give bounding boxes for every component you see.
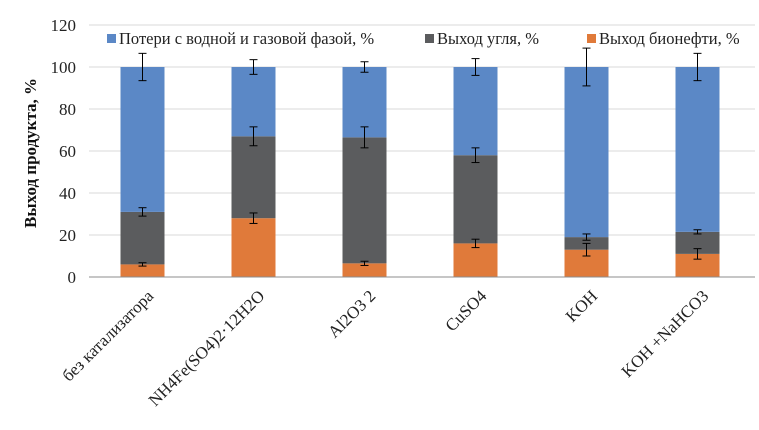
gridlines <box>89 24 755 236</box>
legend-swatch <box>107 34 116 43</box>
bar-segment <box>675 231 720 254</box>
x-tick-label: KOH +NaHCO3 <box>618 286 713 381</box>
x-tick-label: без катализатора <box>59 286 158 385</box>
bar-segment <box>453 67 498 156</box>
legend-label: Выход бионефти, % <box>599 29 740 48</box>
y-tick-label: 60 <box>59 142 76 161</box>
legend-swatch <box>425 34 434 43</box>
legend-label: Выход угля, % <box>437 29 539 48</box>
x-tick-label: NH4Fe(SO4)2·12H2O <box>145 286 269 410</box>
bar-segment <box>120 67 165 212</box>
bar-segment <box>453 155 498 244</box>
bar-segment <box>231 218 276 277</box>
bar-segment <box>342 263 387 277</box>
legend-swatch <box>587 34 596 43</box>
x-tick-label: Al2O3 2 <box>324 286 379 341</box>
bars <box>120 67 720 277</box>
y-tick-labels: 0 20 40 60 80 100 120 <box>51 16 77 287</box>
bar-segment <box>453 243 498 277</box>
y-tick-label: 120 <box>51 16 77 35</box>
legend-label: Потери с водной и газовой фазой, % <box>119 29 374 48</box>
y-axis-title: Выход продукта, % <box>21 78 40 228</box>
bar-segment <box>231 67 276 137</box>
y-tick-label: 100 <box>51 58 77 77</box>
bar-segment <box>342 67 387 138</box>
bar-segment <box>120 211 165 265</box>
y-tick-label: 40 <box>59 184 76 203</box>
bar-segment <box>675 253 720 277</box>
legend: Потери с водной и газовой фазой, % Выход … <box>107 29 740 48</box>
bar-segment <box>342 137 387 264</box>
y-tick-label: 20 <box>59 226 76 245</box>
x-tick-label: KOH <box>562 286 601 325</box>
x-tick-label: CuSO4 <box>441 286 490 335</box>
bar-segment <box>120 264 165 277</box>
bar-segment <box>675 67 720 232</box>
error-bars <box>138 47 702 267</box>
bar-segment <box>564 67 609 238</box>
y-tick-label: 0 <box>68 268 77 287</box>
y-tick-label: 80 <box>59 100 76 119</box>
bar-segment <box>231 136 276 219</box>
